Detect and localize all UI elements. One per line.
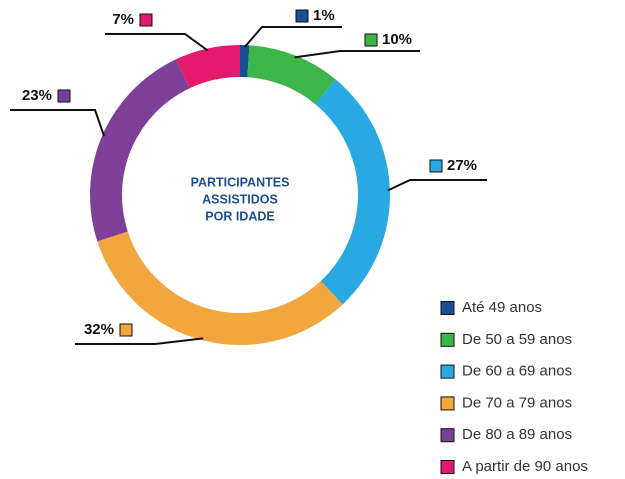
data-label: 7% — [112, 11, 134, 28]
label-swatch — [119, 323, 133, 337]
legend-swatch — [440, 428, 455, 443]
leader-line — [243, 26, 342, 48]
donut-slice — [247, 45, 336, 105]
legend-label: A partir de 90 anos — [462, 458, 588, 475]
donut-slice — [315, 79, 390, 305]
label-swatch — [57, 89, 71, 103]
legend-label: De 60 a 69 anos — [462, 363, 572, 380]
legend-swatch — [440, 364, 455, 379]
center-title: PARTICIPANTES — [191, 175, 290, 189]
label-swatch — [139, 13, 153, 27]
center-title: POR IDADE — [205, 209, 274, 223]
donut-slice — [176, 45, 240, 89]
label-swatch — [295, 9, 309, 23]
legend-swatch — [440, 301, 455, 315]
legend-swatch — [440, 332, 455, 347]
leader-line — [294, 50, 420, 59]
leader-line — [387, 179, 487, 192]
leader-line — [105, 33, 209, 52]
leader-line — [75, 337, 204, 345]
donut-slice — [240, 45, 250, 78]
donut-slice — [97, 231, 343, 346]
center-title: ASSISTIDOS — [202, 192, 278, 206]
label-swatch — [364, 33, 378, 47]
data-label: 32% — [84, 321, 114, 338]
legend-label: De 80 a 89 anos — [462, 426, 572, 443]
legend-label: Até 49 anos — [462, 299, 542, 316]
donut-slice — [89, 59, 190, 242]
legend-swatch — [440, 396, 455, 411]
legend-label: De 50 a 59 anos — [462, 331, 572, 348]
legend-label: De 70 a 79 anos — [462, 394, 572, 411]
data-label: 1% — [313, 7, 335, 24]
legend-swatch — [440, 460, 455, 474]
leader-line — [10, 109, 106, 137]
data-label: 27% — [447, 157, 477, 174]
label-swatch — [429, 159, 443, 173]
data-label: 10% — [382, 31, 412, 48]
data-label: 23% — [22, 87, 52, 104]
